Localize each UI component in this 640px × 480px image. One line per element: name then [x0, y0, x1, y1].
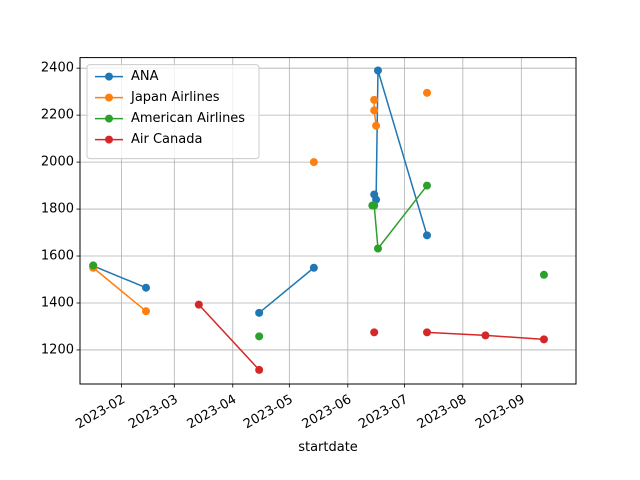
legend-item-japan-airlines: Japan Airlines	[95, 90, 220, 105]
y-tick-label: 1200	[41, 342, 74, 357]
y-axis: 1200 1400 1600 1800 2000 2200 2400	[41, 61, 80, 357]
data-point-american-airlines	[373, 244, 382, 253]
data-point-ana	[255, 308, 264, 317]
data-point-air-canada	[423, 328, 432, 337]
plot-frame	[79, 57, 577, 385]
series-line-air-canada	[198, 304, 260, 371]
data-point-air-canada	[370, 328, 379, 337]
data-point-japan-airlines	[142, 307, 151, 316]
data-point-japan-airlines	[309, 158, 318, 167]
data-point-ana	[142, 283, 151, 292]
series-line-ana	[373, 70, 428, 236]
y-tick-label: 2000	[41, 155, 74, 170]
legend-label: Air Canada	[131, 132, 202, 147]
data-point-american-airlines	[89, 261, 98, 270]
data-point-air-canada	[481, 331, 490, 340]
legend-item-air-canada: Air Canada	[95, 132, 202, 147]
legend-item-ana: ANA	[95, 69, 159, 84]
data-point-japan-airlines	[370, 95, 379, 104]
series-american-airlines	[89, 181, 548, 341]
data-point-air-canada	[194, 300, 203, 309]
y-tick-label: 2400	[41, 61, 74, 76]
legend-label: Japan Airlines	[130, 90, 220, 105]
y-tick-label: 1400	[41, 295, 74, 310]
series-air-canada	[194, 300, 548, 374]
y-tick-label: 2200	[41, 108, 74, 123]
legend-label: ANA	[131, 69, 159, 84]
legend-swatch-marker	[105, 114, 113, 123]
x-axis-label: startdate	[298, 440, 358, 455]
legend-swatch-marker	[105, 135, 113, 144]
data-point-japan-airlines	[423, 88, 432, 97]
y-tick-label: 1800	[41, 202, 74, 217]
x-tick-label: 2023-09	[473, 392, 528, 432]
series-ana	[89, 66, 432, 317]
data-point-american-airlines	[423, 181, 432, 190]
x-tick-label: 2023-06	[300, 392, 355, 432]
series-layer	[89, 66, 548, 374]
x-tick-label: 2023-07	[356, 392, 411, 432]
legend-label: American Airlines	[131, 111, 245, 126]
legend-swatch-marker	[105, 72, 113, 81]
data-point-ana	[373, 66, 382, 75]
data-point-american-airlines	[255, 332, 264, 341]
y-tick-label: 1600	[41, 249, 74, 264]
series-line-ana	[258, 267, 315, 314]
legend-box	[86, 64, 260, 160]
legend-swatch-marker	[105, 93, 113, 102]
data-point-ana	[309, 263, 318, 272]
legend-item-american-airlines: American Airlines	[95, 111, 245, 126]
grid	[80, 57, 576, 384]
x-tick-label: 2023-03	[126, 392, 181, 432]
data-point-air-canada	[539, 335, 548, 344]
data-point-ana	[423, 231, 432, 240]
series-line-ana	[92, 265, 147, 289]
legend: ANA Japan Airlines American Airlines Air Ca…	[86, 64, 260, 160]
data-point-american-airlines	[539, 270, 548, 279]
x-tick-label: 2023-04	[185, 392, 240, 432]
data-point-american-airlines	[370, 201, 379, 210]
series-line-japan-airlines	[92, 267, 147, 312]
data-point-air-canada	[255, 365, 264, 374]
x-tick-label: 2023-02	[73, 392, 128, 432]
data-point-japan-airlines	[372, 121, 381, 130]
x-tick-label: 2023-05	[241, 392, 296, 432]
data-point-japan-airlines	[370, 106, 379, 115]
x-tick-label: 2023-08	[415, 392, 470, 432]
series-line-american-airlines	[372, 185, 428, 251]
